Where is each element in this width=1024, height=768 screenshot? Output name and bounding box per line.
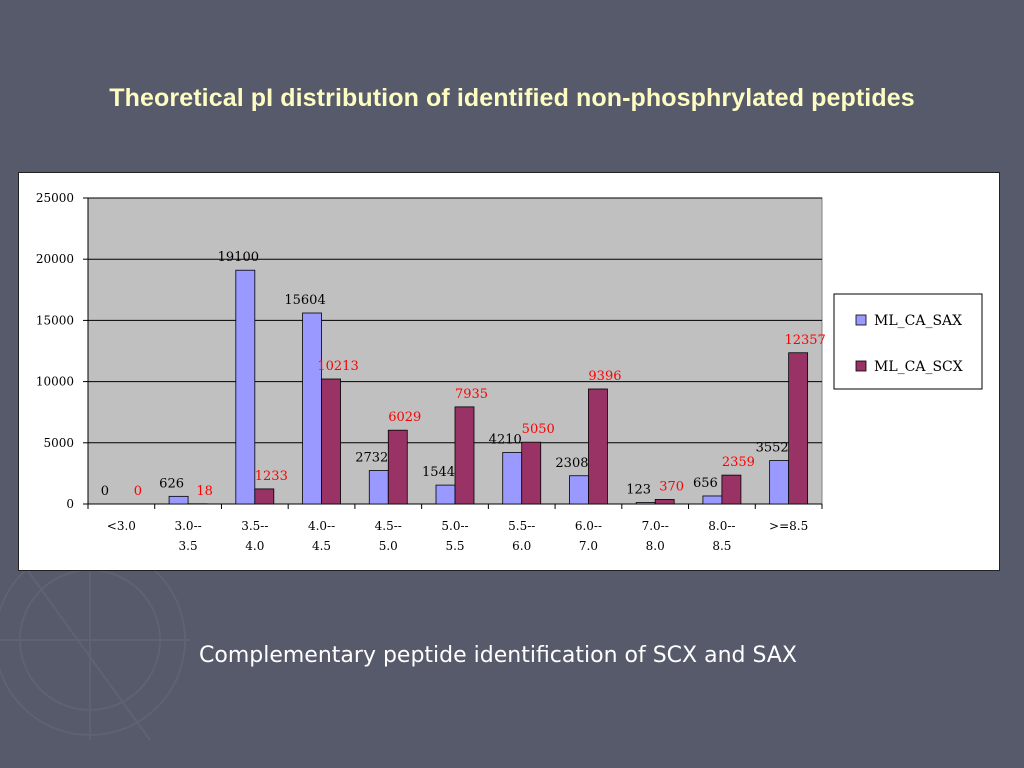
bar-ml-ca-sax [702, 495, 723, 505]
bar-ml-ca-sax [635, 502, 656, 505]
data-label-sax: 2308 [555, 456, 588, 471]
bar-ml-ca-sax [302, 312, 322, 505]
data-label-sax: 2732 [355, 451, 388, 466]
y-tick-label: 20000 [36, 252, 74, 266]
x-category-label: 8.5 [712, 539, 731, 553]
legend-swatch [855, 360, 867, 372]
bar-ml-ca-sax [168, 495, 189, 505]
x-category-label: 3.5 [179, 539, 198, 553]
x-category-label: 3.0-- [174, 519, 201, 533]
x-category-label: 8.0-- [708, 519, 735, 533]
bar-ml-ca-scx [321, 378, 341, 505]
data-label-sax: 0 [101, 484, 109, 499]
x-category-label: 5.5 [445, 539, 464, 553]
bar-ml-ca-scx [387, 429, 408, 505]
x-category-label: 4.0-- [308, 519, 335, 533]
x-category-label: 6.0-- [575, 519, 602, 533]
x-category-label: 4.5 [312, 539, 331, 553]
x-category-label: 4.5-- [375, 519, 402, 533]
chart-panel: 0 5000 10000 15000 20000 25000 <3.0 0 0 3.0-- 3.5 6… [18, 172, 1000, 571]
bar-ml-ca-sax [235, 269, 256, 505]
x-category-label: 4.0 [245, 539, 264, 553]
data-label-scx: 12357 [784, 333, 825, 348]
x-category-label: <3.0 [107, 519, 136, 533]
bar-ml-ca-sax [502, 452, 523, 505]
data-label-sax: 15604 [284, 293, 325, 308]
data-label-scx: 370 [659, 479, 684, 494]
y-tick-label: 0 [66, 497, 74, 511]
data-label-sax: 656 [693, 476, 718, 491]
slide-title: Theoretical pI distribution of identifie… [109, 84, 915, 112]
x-category-label: 7.0 [579, 539, 598, 553]
data-label-scx: 2359 [722, 455, 755, 470]
x-category-label: 5.5-- [508, 519, 535, 533]
y-tick-label: 10000 [36, 375, 74, 389]
bar-ml-ca-scx [788, 352, 809, 505]
y-tick-label: 25000 [36, 191, 74, 205]
data-label-sax: 123 [626, 482, 651, 497]
legend-box [833, 293, 983, 390]
data-label-scx: 5050 [522, 422, 555, 437]
legend-swatch [855, 314, 867, 326]
data-label-scx: 10213 [317, 359, 358, 374]
bar-ml-ca-scx [588, 388, 608, 505]
x-category-label: >=8.5 [769, 519, 808, 533]
bar-ml-ca-sax [569, 475, 589, 505]
bar-ml-ca-scx [721, 474, 742, 505]
data-label-scx: 0 [134, 484, 142, 499]
x-category-label: 3.5-- [241, 519, 268, 533]
bar-ml-ca-scx [454, 406, 475, 505]
bar-ml-ca-scx [521, 441, 542, 505]
data-label-sax: 1544 [422, 465, 455, 480]
data-label-sax: 3552 [756, 441, 789, 456]
legend-label: ML_CA_SAX [874, 313, 962, 329]
data-label-sax: 626 [159, 476, 184, 491]
bar-chart: 0 5000 10000 15000 20000 25000 <3.0 0 0 3.0-- 3.5 6… [36, 191, 983, 553]
bar-ml-ca-sax [435, 484, 456, 505]
x-category-label: 5.0-- [441, 519, 468, 533]
bar-ml-ca-scx [254, 488, 275, 505]
bar-ml-ca-sax [769, 460, 790, 505]
bar-ml-ca-sax [368, 470, 389, 505]
data-label-sax: 19100 [218, 250, 259, 265]
x-category-label: 6.0 [512, 539, 531, 553]
bar-ml-ca-scx [654, 499, 675, 505]
x-category-label: 8.0 [646, 539, 665, 553]
data-label-scx: 9396 [588, 369, 621, 384]
y-tick-label: 15000 [36, 313, 74, 327]
data-label-scx: 7935 [455, 387, 488, 402]
x-category-label: 5.0 [379, 539, 398, 553]
data-label-scx: 18 [196, 484, 213, 499]
slide-subtitle: Complementary peptide identification of … [199, 643, 797, 668]
x-category-label: 7.0-- [642, 519, 669, 533]
data-label-scx: 6029 [388, 410, 421, 425]
data-label-scx: 1233 [255, 469, 288, 484]
legend-label: ML_CA_SCX [874, 359, 963, 375]
y-tick-label: 5000 [43, 436, 74, 450]
data-label-sax: 4210 [489, 432, 522, 447]
